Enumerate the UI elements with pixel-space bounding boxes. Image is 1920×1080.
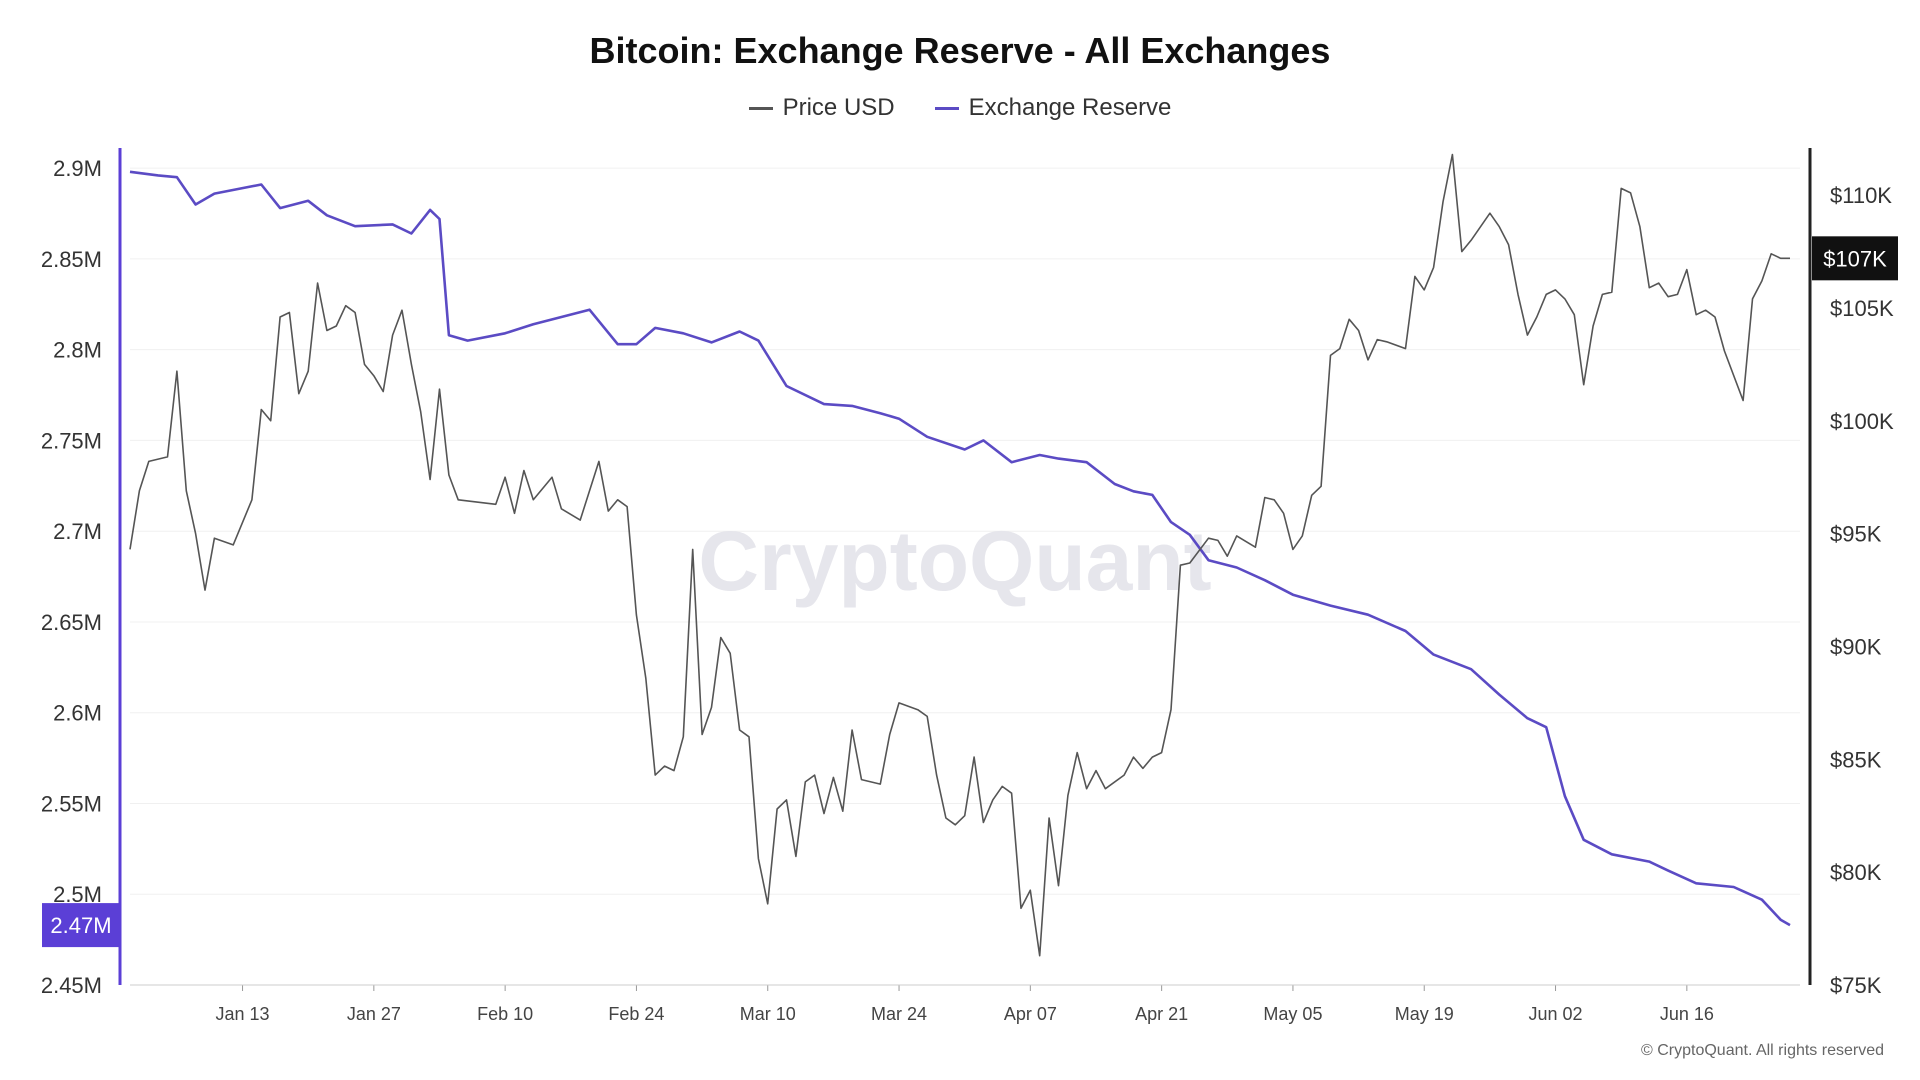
x-tick-label: Jun 02: [1529, 1004, 1583, 1024]
series-line-price-usd: [129, 153, 1790, 957]
x-tick-label: Mar 10: [740, 1004, 796, 1024]
x-tick-label: Apr 07: [1004, 1004, 1057, 1024]
legend-label-exchange-reserve: Exchange Reserve: [968, 94, 1172, 121]
y-left-tick-label: 2.55M: [41, 791, 102, 816]
y-right-tick-label: $110K: [1830, 183, 1892, 208]
current-reserve-badge: [42, 903, 120, 948]
current-reserve-label: 2.47M: [50, 913, 111, 938]
x-tick-label: Apr 21: [1135, 1004, 1188, 1024]
y-left-tick-label: 2.7M: [53, 519, 102, 544]
legend-item-price[interactable]: Price USD: [748, 94, 895, 122]
y-left-tick-label: 2.45M: [41, 973, 102, 998]
axes: [118, 148, 1812, 991]
y-left-tick-label: 2.65M: [41, 610, 102, 635]
y-right-tick-label: $80K: [1830, 860, 1882, 885]
y-left-tick-label: 2.85M: [41, 247, 102, 272]
current-price-label: $107K: [1823, 246, 1887, 271]
y-right-tick-label: $95K: [1830, 522, 1882, 547]
y-left-tick-label: 2.9M: [53, 156, 102, 181]
chart-title: Bitcoin: Exchange Reserve - All Exchange…: [589, 30, 1331, 71]
x-tick-label: Jan 27: [347, 1004, 401, 1024]
copyright-notice: © CryptoQuant. All rights reserved: [1641, 1042, 1884, 1059]
current-price-badge: [1812, 236, 1898, 281]
x-tick-label: Feb 24: [608, 1004, 664, 1024]
x-tick-label: Mar 24: [871, 1004, 927, 1024]
x-tick-label: Jan 13: [216, 1004, 270, 1024]
axis-labels: 2.9M 2.85M 2.8M 2.75M 2.7M 2.65M 2.6M 2.55M 2.5M…: [41, 156, 1898, 1024]
series-line-exchange-reserve: [129, 170, 1791, 927]
x-tick-label: May 19: [1395, 1004, 1454, 1024]
x-tick-label: May 05: [1263, 1004, 1322, 1024]
y-left-tick-label: 2.5M: [53, 882, 102, 907]
watermark-logo: CryptoQuant: [698, 514, 1211, 608]
y-right-tick-label: $75K: [1830, 973, 1882, 998]
x-tick-label: Feb 10: [477, 1004, 533, 1024]
legend-item-exchange-reserve[interactable]: Exchange Reserve: [934, 94, 1172, 122]
legend-swatch-exchange-reserve: [934, 106, 959, 110]
y-right-tick-label: $85K: [1830, 747, 1882, 772]
y-left-tick-label: 2.75M: [41, 428, 102, 453]
series-lines: [129, 153, 1791, 957]
legend-label-price: Price USD: [782, 94, 895, 121]
legend-swatch-price: [748, 106, 773, 110]
y-right-tick-label: $100K: [1830, 409, 1894, 434]
y-right-tick-label: $90K: [1830, 634, 1882, 659]
y-left-tick-label: 2.8M: [53, 338, 102, 363]
y-left-tick-label: 2.6M: [53, 701, 102, 726]
chart-legend: Price USD Exchange Reserve: [0, 94, 1920, 122]
y-right-tick-label: $105K: [1830, 296, 1894, 321]
x-tick-label: Jun 16: [1660, 1004, 1714, 1024]
